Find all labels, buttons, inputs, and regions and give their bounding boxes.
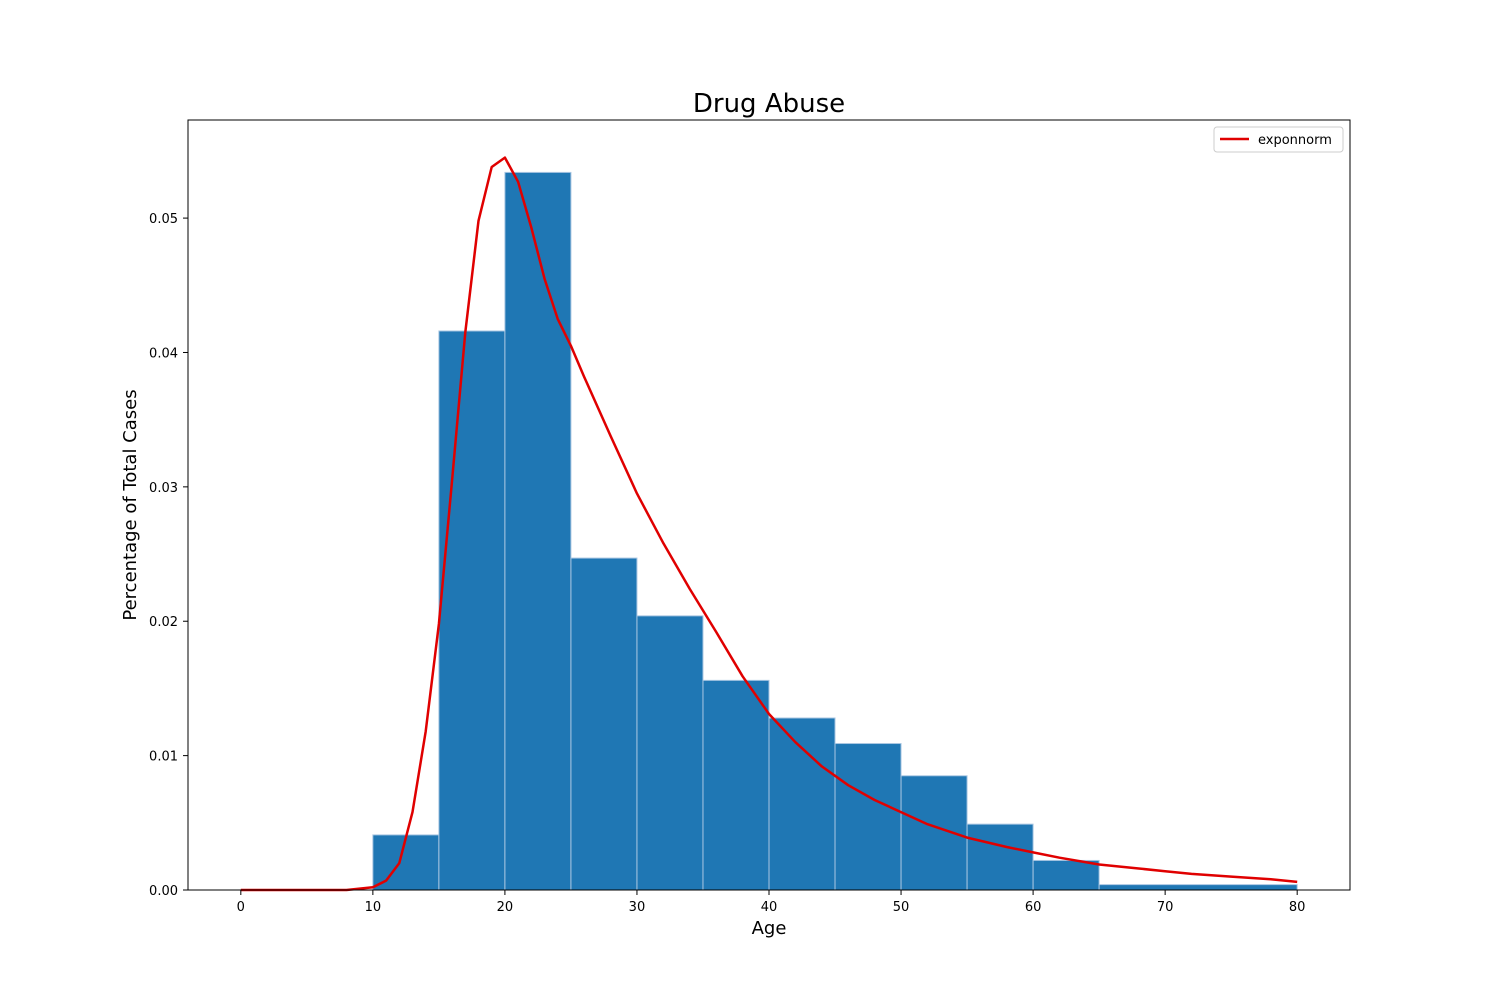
- histogram-bar: [768, 717, 836, 891]
- x-tick-label: 60: [1025, 900, 1042, 915]
- y-tick-label: 0.02: [149, 615, 178, 630]
- x-tick-label: 20: [497, 900, 514, 915]
- histogram-bar: [900, 775, 968, 891]
- x-tick-label: 80: [1289, 900, 1306, 915]
- histogram-bar: [636, 615, 704, 891]
- histogram-bar: [834, 743, 902, 891]
- y-tick-label: 0.04: [149, 346, 178, 361]
- x-tick-label: 70: [1157, 900, 1174, 915]
- y-tick-label: 0.05: [149, 212, 178, 227]
- y-axis-label: Percentage of Total Cases: [120, 389, 141, 620]
- histogram-bar: [1098, 884, 1298, 891]
- histogram-bar: [570, 557, 638, 891]
- legend-label: exponnorm: [1258, 133, 1332, 148]
- histogram-bar: [438, 330, 506, 891]
- x-axis: 0 10 20 30 40 50 60 70 80: [237, 890, 1306, 915]
- x-tick-label: 40: [761, 900, 778, 915]
- bars-layer: [372, 171, 1298, 891]
- histogram-bar: [1032, 859, 1100, 891]
- y-axis: 0.00 0.01 0.02 0.03 0.04 0.05: [149, 212, 188, 899]
- histogram-bar: [504, 171, 572, 891]
- chart-title: Drug Abuse: [693, 89, 845, 119]
- x-tick-label: 30: [629, 900, 646, 915]
- series-line-exponnorm: [240, 156, 1298, 892]
- x-tick-label: 50: [893, 900, 910, 915]
- histogram-bar: [702, 679, 770, 891]
- y-tick-label: 0.03: [149, 481, 178, 496]
- x-tick-label: 10: [365, 900, 382, 915]
- legend-box: [1213, 126, 1344, 153]
- histogram-bar: [966, 823, 1034, 891]
- legend: exponnorm: [1213, 126, 1344, 153]
- y-tick-label: 0.00: [149, 884, 178, 899]
- x-axis-label: Age: [752, 918, 787, 939]
- x-tick-label: 0: [237, 900, 245, 915]
- curve-layer: [240, 156, 1298, 892]
- y-tick-label: 0.01: [149, 750, 178, 765]
